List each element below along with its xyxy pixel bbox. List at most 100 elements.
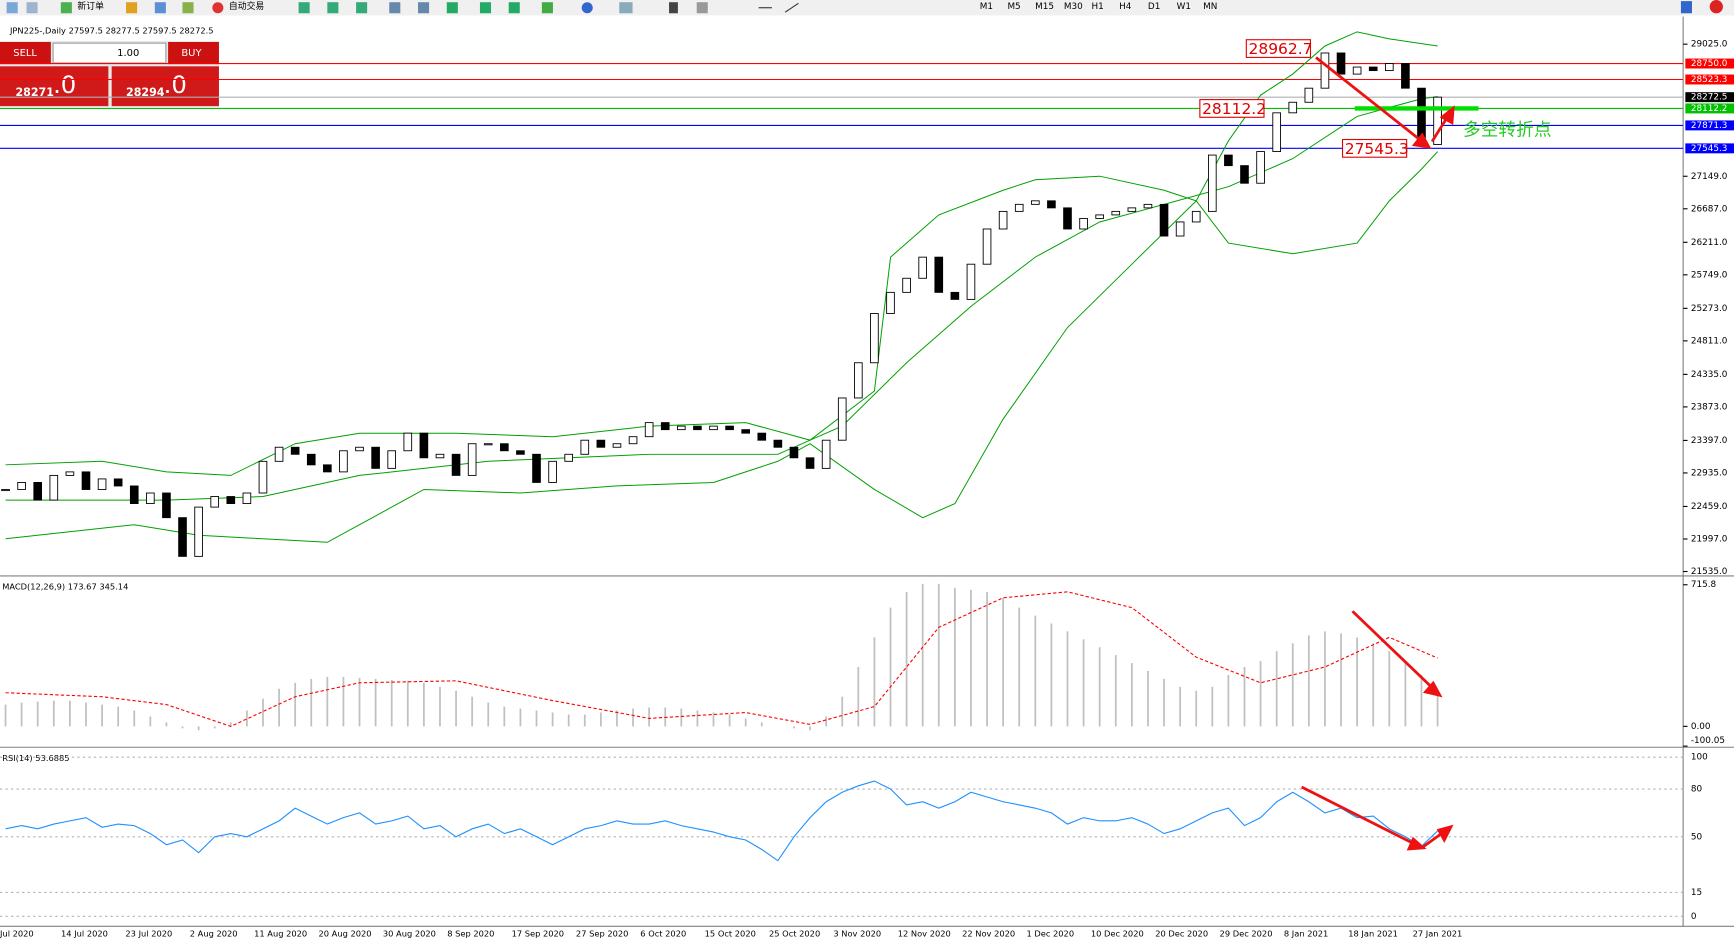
candle [371,446,380,469]
annotation-label: 28112.2 [1202,100,1266,118]
bollinger-band [5,96,1438,501]
candle [1,489,10,492]
toolbar-icons [6,0,1723,14]
timeframe-button[interactable]: H4 [1119,2,1132,12]
candle [178,517,187,557]
y-tick-label: 24335.0 [1691,370,1728,380]
candle [1159,203,1169,237]
x-tick-label: 12 Nov 2020 [898,929,951,939]
candle [886,291,895,314]
icon[interactable] [1709,0,1723,14]
candle [854,362,863,399]
icon[interactable] [212,2,224,14]
x-tick-label: 1 Dec 2020 [1026,929,1074,939]
candle [210,496,220,508]
annotation-label: 28962.7 [1249,40,1313,58]
candle [1047,200,1056,209]
candle [870,313,879,364]
candle [403,432,413,452]
x-tick-label: 30 Aug 2020 [383,929,436,939]
candle [1320,52,1330,89]
icon[interactable] [508,2,520,14]
icon[interactable] [784,2,799,13]
timeframe-button[interactable]: W1 [1177,2,1191,12]
sell-price[interactable]: 28271 [15,86,53,99]
icon[interactable] [182,2,194,14]
buy-label[interactable]: BUY [181,48,202,59]
y-tick-label: 715.8 [1691,580,1717,590]
lots-value[interactable]: 1.00 [117,48,139,59]
x-tick-label: 27 Sep 2020 [576,929,629,939]
icon[interactable] [541,2,553,14]
candle [1336,52,1346,75]
candle [757,432,767,441]
candle [805,457,815,469]
toolbar-label[interactable]: 自动交易 [229,0,264,12]
timeframe-button[interactable]: MN [1203,2,1217,12]
candle [1288,101,1298,114]
icon[interactable] [696,2,708,14]
icon[interactable] [389,2,401,14]
icon[interactable] [6,2,18,14]
icon[interactable] [327,2,339,14]
icon[interactable] [126,2,138,14]
x-tick-label: 22 Nov 2020 [962,929,1015,939]
level-tag [1685,103,1734,114]
timeframe-button[interactable]: M1 [980,2,993,12]
y-tick-label: 0.00 [1691,722,1711,732]
candle [242,492,252,505]
y-tick-label: 27149.0 [1691,172,1728,182]
x-tick-label: 23 Jul 2020 [125,929,172,939]
timeframe-button[interactable]: M15 [1035,2,1054,12]
lots-input[interactable] [52,42,167,64]
candle [612,443,622,448]
sell-price-box[interactable] [0,66,109,107]
buy-price[interactable]: 28294 [126,86,165,99]
icon[interactable] [298,2,310,14]
candle [1352,66,1362,75]
icon[interactable] [154,2,166,14]
candle [483,443,493,446]
icon[interactable] [60,2,72,14]
timeframe-button[interactable]: M5 [1007,2,1020,12]
buy-price-box[interactable] [111,66,219,107]
icon[interactable] [581,2,593,14]
sell-label[interactable]: SELL [13,48,37,59]
icon[interactable] [356,2,368,14]
candle [258,460,268,494]
candle [516,450,525,455]
candle [33,482,43,501]
icon[interactable] [26,2,38,14]
icon[interactable] [619,2,633,14]
indicator-title: RSI(14) 53.6885 [2,753,69,763]
timeframe-button[interactable]: D1 [1148,2,1160,12]
trade-panel: SELL 1.00 BUY 28271 .0 28294 .0 [0,40,219,108]
x-tick-label: 10 Dec 2020 [1091,929,1144,939]
pivot-note: 多空转折点 [1463,119,1551,140]
y-tick-label: 23873.0 [1691,402,1728,412]
icon[interactable] [1680,1,1692,14]
candle [1401,63,1410,89]
candle [821,439,831,469]
icon[interactable] [669,2,678,14]
timeframe-button[interactable]: H1 [1091,2,1103,12]
timeframe-button[interactable]: M30 [1064,2,1083,12]
x-tick-label: 27 Jan 2021 [1413,929,1463,939]
candle [1368,66,1378,72]
candle [451,453,461,476]
sell-button[interactable] [0,42,51,65]
sell-price-big[interactable]: .0 [53,70,76,99]
candle [548,460,557,483]
icon[interactable] [479,2,492,14]
icon[interactable] [446,2,458,14]
level-tag [1685,74,1734,85]
buy-price-big[interactable]: .0 [164,70,187,99]
icon[interactable] [418,2,430,14]
toolbar-label[interactable]: 新订单 [77,0,104,12]
candle [387,450,397,469]
candle [596,439,606,448]
candle [194,506,203,557]
candle [773,439,783,448]
y-tick-label: 100 [1691,753,1708,763]
buy-button[interactable] [168,42,219,65]
